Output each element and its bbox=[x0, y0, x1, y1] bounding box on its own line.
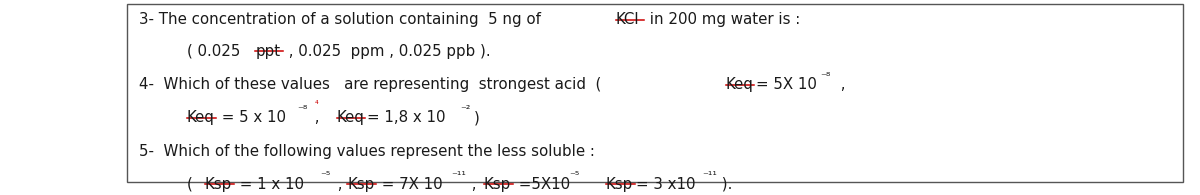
Text: Keq: Keq bbox=[726, 77, 754, 92]
Text: , 0.025  ppm , 0.025 ppb ).: , 0.025 ppm , 0.025 ppb ). bbox=[284, 44, 491, 59]
Text: ,: , bbox=[334, 177, 347, 192]
Text: = 5X 10: = 5X 10 bbox=[756, 77, 816, 92]
Text: ⁻¹¹: ⁻¹¹ bbox=[451, 171, 467, 181]
Text: ⁻⁵: ⁻⁵ bbox=[569, 171, 580, 181]
Text: ( 0.025: ( 0.025 bbox=[187, 44, 245, 59]
Text: ⁻⁸: ⁻⁸ bbox=[298, 105, 307, 115]
Text: = 5 x 10: = 5 x 10 bbox=[217, 110, 286, 125]
Text: in 200 mg water is :: in 200 mg water is : bbox=[646, 12, 800, 27]
Text: Ksp: Ksp bbox=[484, 177, 511, 192]
Text: ,: , bbox=[467, 177, 481, 192]
Text: ⁻²: ⁻² bbox=[460, 105, 470, 115]
Text: = 3 x10: = 3 x10 bbox=[636, 177, 696, 192]
Text: ): ) bbox=[474, 110, 480, 125]
Text: ⁻¹¹: ⁻¹¹ bbox=[702, 171, 716, 181]
Text: (: ( bbox=[187, 177, 198, 192]
Text: KCl: KCl bbox=[616, 12, 640, 27]
Text: = 7X 10: = 7X 10 bbox=[377, 177, 443, 192]
Text: Ksp: Ksp bbox=[606, 177, 634, 192]
Text: =5X10: =5X10 bbox=[514, 177, 570, 192]
Text: 5-  Which of the following values represent the less soluble :: 5- Which of the following values represe… bbox=[139, 144, 595, 159]
Text: Ksp: Ksp bbox=[205, 177, 232, 192]
Text: Keq: Keq bbox=[337, 110, 365, 125]
Text: Keq: Keq bbox=[187, 110, 215, 125]
Text: Ksp: Ksp bbox=[347, 177, 374, 192]
Text: 3- The concentration of a solution containing  5 ng of: 3- The concentration of a solution conta… bbox=[139, 12, 546, 27]
Text: ,: , bbox=[836, 77, 845, 92]
Text: = 1 x 10: = 1 x 10 bbox=[235, 177, 308, 192]
Bar bbox=[127, 4, 1183, 183]
Text: ).: ). bbox=[718, 177, 733, 192]
Text: ⁻⁸: ⁻⁸ bbox=[821, 72, 830, 82]
Text: 4-  Which of these values   are representing  strongest acid  (: 4- Which of these values are representin… bbox=[139, 77, 606, 92]
Text: ppt: ppt bbox=[256, 44, 281, 59]
Text: ⁻⁵: ⁻⁵ bbox=[320, 171, 330, 181]
Text: ₄: ₄ bbox=[316, 98, 319, 106]
Text: = 1,8 x 10: = 1,8 x 10 bbox=[366, 110, 450, 125]
Text: ,: , bbox=[311, 110, 319, 125]
